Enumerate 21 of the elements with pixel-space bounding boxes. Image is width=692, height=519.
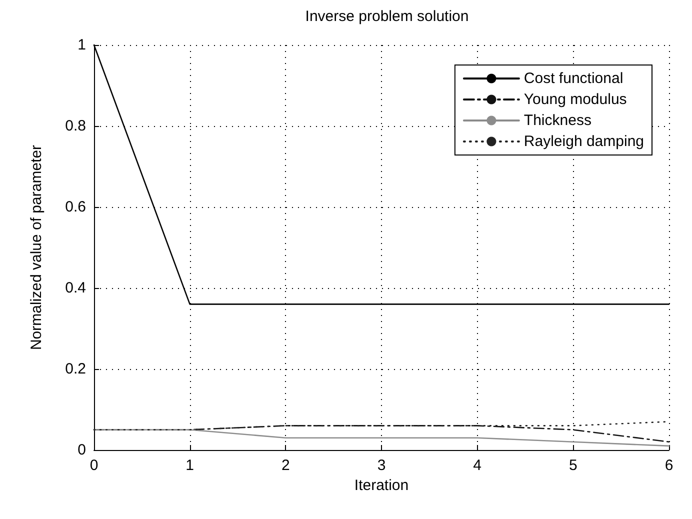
x-tick-label: 6	[664, 457, 674, 474]
x-tick-label: 4	[473, 457, 482, 474]
y-tick-label: 0.4	[65, 280, 86, 296]
legend-label: Rayleigh damping	[524, 133, 644, 150]
x-axis-title: Iteration	[354, 476, 409, 494]
legend-label: Young modulus	[524, 91, 627, 108]
y-tick-label: 0.8	[65, 118, 86, 134]
x-tick-label: 1	[186, 457, 194, 474]
x-tick-label: 5	[568, 457, 578, 474]
line-series	[93, 429, 670, 447]
y-tick-label: 0.6	[65, 198, 86, 216]
x-tick-label: 2	[281, 457, 290, 474]
x-tick-label: 0	[90, 457, 98, 474]
x-tick-label: 3	[377, 457, 386, 474]
y-tick-label: 0	[78, 442, 86, 458]
legend-label: Thickness	[524, 112, 592, 129]
legend-label: Cost functional	[524, 70, 624, 87]
chart-title: Inverse problem solution	[305, 8, 469, 25]
y-tick-label: 1	[78, 36, 86, 54]
y-tick-label: 0.2	[65, 360, 86, 378]
y-axis-title: Normalized value of parameter	[28, 144, 45, 350]
